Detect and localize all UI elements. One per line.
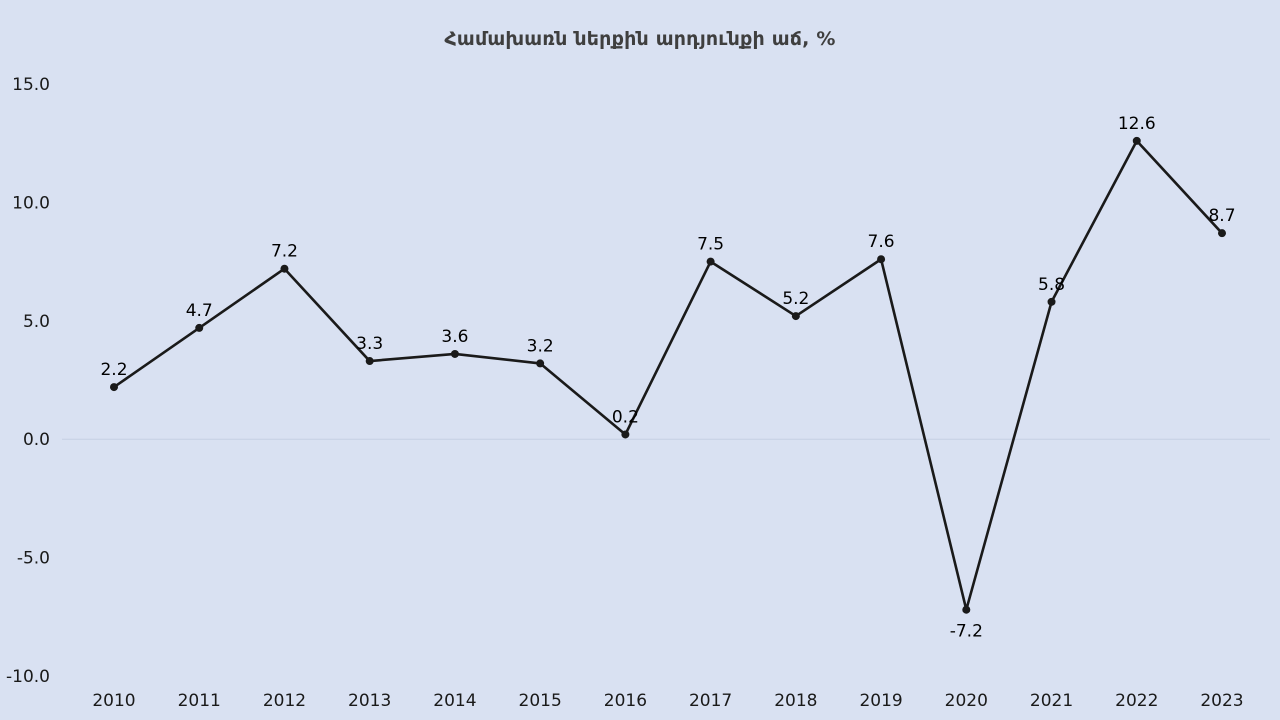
data-point-label: 12.6 [1118, 114, 1156, 134]
y-tick-label: 0.0 [23, 430, 50, 450]
data-point-label: 3.2 [527, 336, 554, 356]
data-point-marker [621, 430, 630, 439]
data-point-marker [962, 605, 971, 614]
data-point-marker [110, 383, 118, 392]
data-point-label: 4.7 [186, 301, 213, 321]
x-tick-label: 2017 [689, 691, 732, 711]
data-point-marker [877, 255, 886, 264]
x-tick-label: 2016 [604, 691, 647, 711]
x-tick-label: 2014 [433, 691, 476, 711]
x-tick-label: 2023 [1200, 691, 1243, 711]
data-point-marker [1047, 297, 1056, 306]
data-point-marker [536, 359, 545, 368]
data-point-label: 3.3 [356, 334, 383, 354]
x-tick-label: 2021 [1030, 691, 1073, 711]
x-tick-label: 2012 [263, 691, 306, 711]
y-tick-label: 10.0 [12, 193, 50, 213]
x-tick-label: 2011 [178, 691, 221, 711]
x-tick-label: 2022 [1115, 691, 1158, 711]
chart-title: Համախառն ներքին արդյունքի աճ, % [444, 28, 836, 50]
data-point-label: 0.2 [612, 407, 639, 427]
x-tick-label: 2015 [519, 691, 562, 711]
data-point-marker [791, 312, 800, 321]
y-tick-label: 5.0 [23, 312, 50, 332]
data-point-marker [1132, 136, 1141, 145]
data-point-label: 3.6 [441, 327, 468, 347]
data-point-label: 5.2 [782, 289, 809, 309]
y-tick-label: 15.0 [12, 75, 50, 95]
data-point-marker [195, 323, 204, 332]
data-point-label: 5.8 [1038, 275, 1065, 295]
x-tick-label: 2018 [774, 691, 817, 711]
x-tick-label: 2019 [859, 691, 902, 711]
gdp-growth-series-line [112, 139, 1224, 611]
y-tick-label: -10.0 [6, 667, 50, 687]
data-point-label: 7.2 [271, 242, 298, 262]
data-point-label: 7.6 [868, 232, 895, 252]
x-tick-label: 2013 [348, 691, 391, 711]
data-point-marker [450, 349, 459, 358]
data-point-label: 8.7 [1208, 206, 1235, 226]
y-tick-label: -5.0 [17, 549, 50, 569]
data-point-label: 7.5 [697, 235, 724, 255]
x-tick-label: 2010 [92, 691, 135, 711]
data-point-label: 2.2 [100, 360, 127, 380]
data-point-marker [365, 357, 374, 366]
data-point-marker [1218, 229, 1226, 238]
data-point-marker [280, 264, 289, 273]
x-tick-label: 2020 [945, 691, 988, 711]
data-point-marker [706, 257, 715, 266]
data-point-label: -7.2 [950, 622, 983, 642]
